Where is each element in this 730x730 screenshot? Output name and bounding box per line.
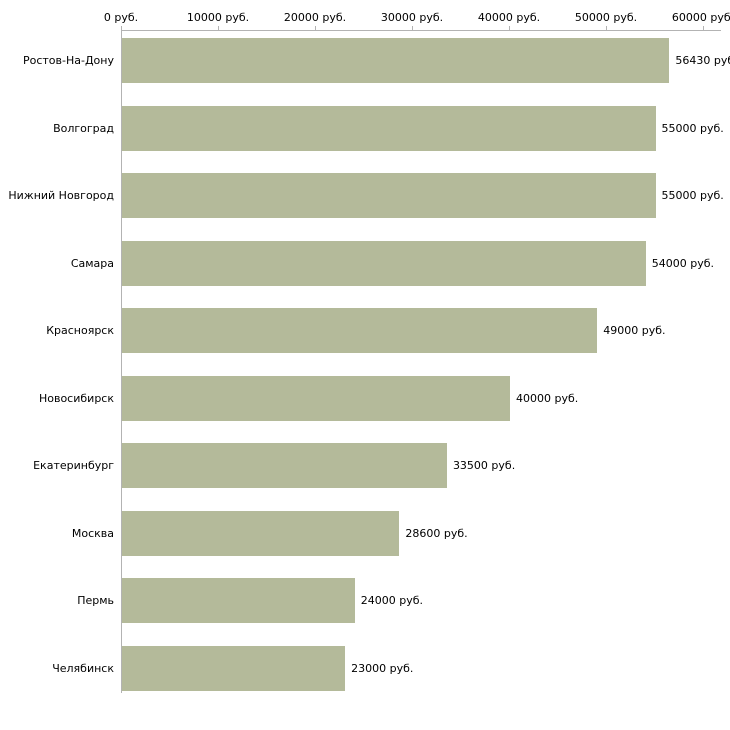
category-label: Красноярск [46, 324, 114, 337]
x-axis-tick-label: 40000 руб. [477, 11, 541, 24]
value-label: 28600 руб. [405, 526, 468, 540]
x-axis-tick [606, 26, 607, 30]
category-label: Екатеринбург [33, 459, 114, 472]
category-label: Самара [70, 256, 114, 270]
x-axis-tick-label: 30000 руб. [380, 11, 444, 24]
category-label: Пермь [77, 594, 114, 607]
category-label: Нижний Новгород [8, 189, 114, 202]
x-axis-tick [509, 26, 510, 30]
bar [122, 645, 346, 691]
category-label: Волгоград [53, 121, 114, 135]
x-axis-tick [121, 26, 122, 30]
y-axis-line [121, 30, 122, 693]
x-axis-tick-label: 20000 руб. [283, 11, 347, 24]
value-label: 55000 руб. [661, 121, 724, 135]
bar [122, 510, 400, 556]
category-label: Новосибирск [38, 391, 114, 405]
category-label: Москва [71, 526, 114, 540]
x-axis-tick [703, 26, 704, 30]
bar [122, 173, 656, 218]
bar [122, 38, 670, 83]
category-label: Челябинск [52, 661, 114, 675]
bar [122, 375, 510, 421]
value-label: 54000 руб. [651, 256, 715, 270]
value-label: 56430 руб. [675, 54, 730, 67]
bar [122, 578, 355, 623]
x-axis-tick [412, 26, 413, 30]
category-label: Ростов-На-Дону [22, 54, 114, 67]
value-label: 33500 руб. [452, 459, 516, 472]
x-axis-tick [218, 26, 219, 30]
bar [122, 443, 447, 488]
x-axis-line [121, 30, 721, 31]
x-axis-tick [315, 26, 316, 30]
value-label: 40000 руб. [516, 391, 579, 405]
x-axis-tick-label: 0 руб. [103, 11, 139, 24]
value-label: 55000 руб. [661, 189, 724, 202]
x-axis-tick-label: 10000 руб. [186, 11, 250, 24]
value-label: 24000 руб. [360, 594, 424, 607]
value-label: 49000 руб. [603, 324, 666, 337]
bar [122, 308, 598, 353]
x-axis-tick-label: 60000 руб. [671, 11, 730, 24]
bar [122, 105, 656, 151]
x-axis-tick-label: 50000 руб. [574, 11, 638, 24]
value-label: 23000 руб. [351, 661, 414, 675]
bar [122, 240, 646, 286]
